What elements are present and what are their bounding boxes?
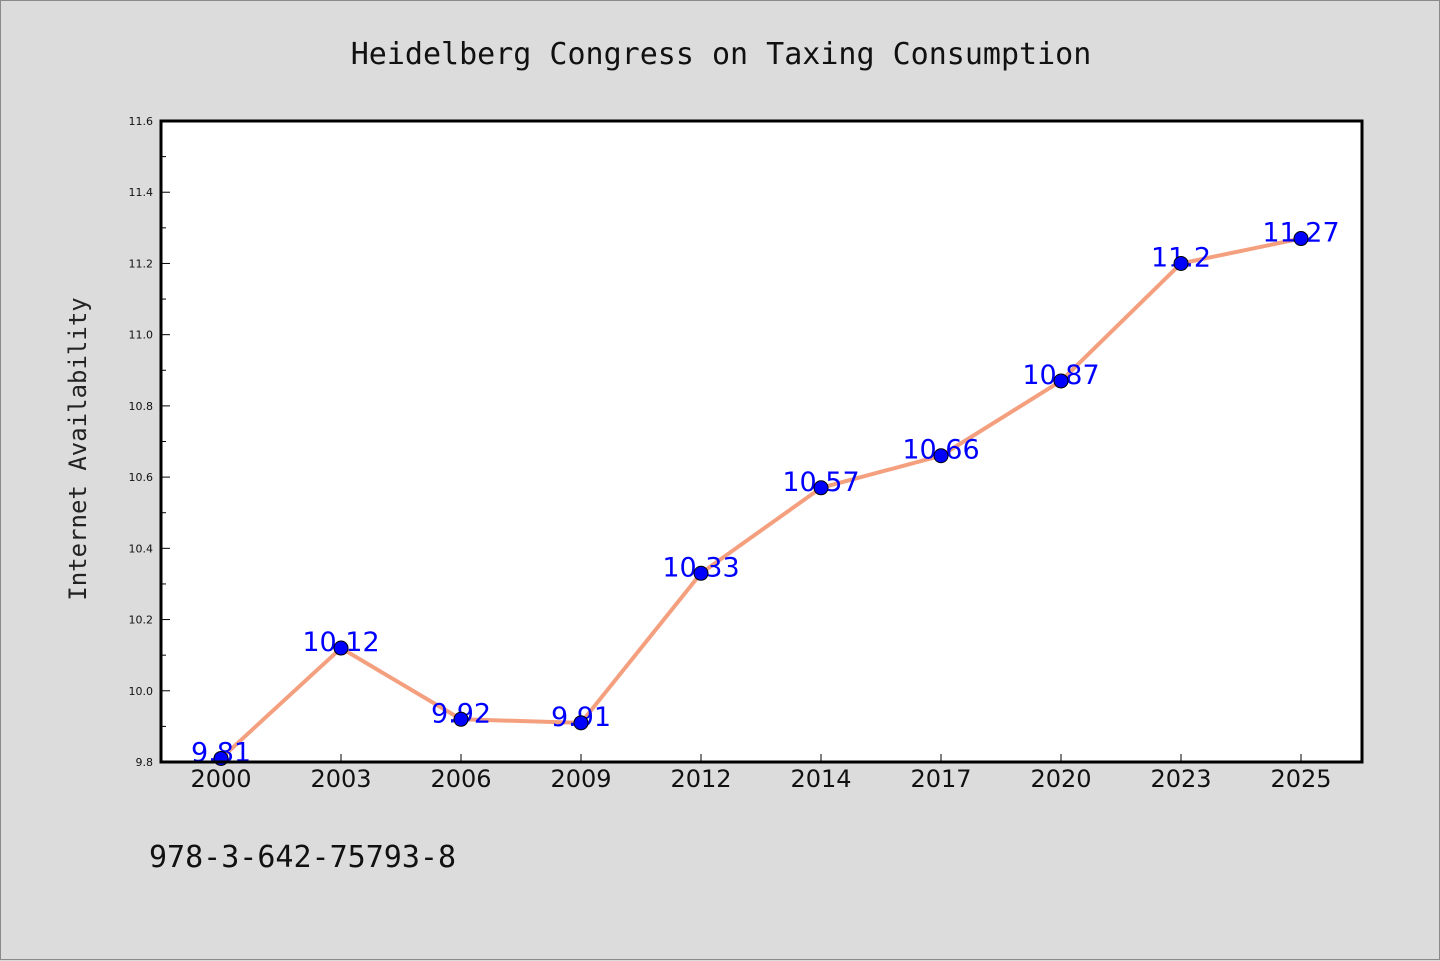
footnote: 978-3-642-75793-8 [149,840,456,875]
chart-title: Heidelberg Congress on Taxing Consumptio… [351,37,1092,72]
y-axis-ticks: 9.8 10.0 10.2 10.4 10.6 10.8 11.0 11.2 11.4 11.6 [129,115,170,769]
data-point [333,640,349,656]
y-tick-label: 10.2 [129,614,154,627]
data-point [933,448,949,464]
y-tick-label: 11.4 [129,186,154,199]
x-tick-label: 2006 [430,765,491,793]
x-tick-label: 2023 [1150,765,1211,793]
x-axis-ticks: 2000 2003 2006 2009 2012 2014 2017 2020 2023 2025 [190,754,1332,793]
y-tick-label: 10.6 [129,471,154,484]
plot-frame [159,119,1364,764]
data-point [453,711,469,727]
data-point [1053,373,1069,389]
x-tick-label: 2025 [1270,765,1331,793]
x-tick-label: 2000 [190,765,251,793]
y-tick-label: 10.8 [129,400,154,413]
series-line [219,236,1302,760]
y-tick-label: 11.6 [129,115,154,128]
series-group: 9.8110.129.929.9110.3310.5710.6610.8711.… [191,218,1340,769]
data-point [693,565,709,581]
y-tick-label: 10.4 [129,542,154,555]
x-tick-label: 2017 [910,765,971,793]
x-tick-label: 2014 [790,765,851,793]
x-tick-label: 2012 [670,765,731,793]
data-point [813,480,829,496]
y-axis-label: Internet Availability [64,297,92,600]
data-point [1173,255,1189,271]
plot-area [161,121,1362,762]
data-point [1293,231,1309,247]
y-tick-label: 11.2 [129,257,154,270]
x-tick-label: 2003 [310,765,371,793]
y-tick-label: 11.0 [129,329,154,342]
data-point [573,715,589,731]
y-tick-label: 9.8 [136,756,154,769]
y-tick-label: 10.0 [129,685,154,698]
x-tick-label: 2009 [550,765,611,793]
x-tick-label: 2020 [1030,765,1091,793]
